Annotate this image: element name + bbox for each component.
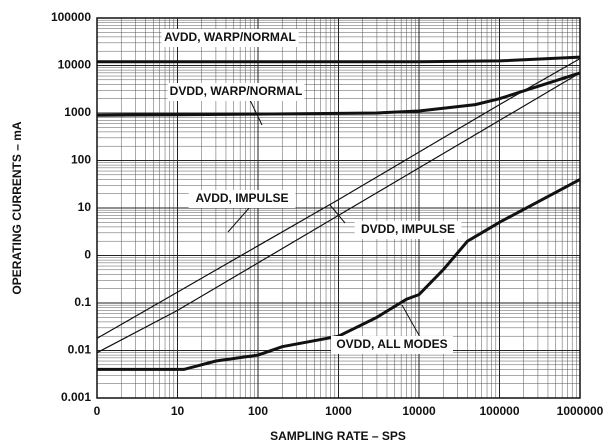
data-line bbox=[97, 178, 581, 371]
y-axis-label: OPERATING CURRENTS – mA bbox=[10, 121, 24, 294]
label-box bbox=[331, 336, 453, 354]
data-line bbox=[97, 55, 581, 64]
leader-line bbox=[249, 99, 263, 126]
x-tick-label: 1000 bbox=[325, 404, 352, 418]
label-box bbox=[354, 221, 462, 239]
label-box bbox=[188, 190, 296, 208]
y-tick-label: 0.001 bbox=[61, 390, 91, 404]
y-tick-label: 10 bbox=[78, 200, 92, 214]
x-tick-label: 0 bbox=[94, 404, 101, 418]
leader-line bbox=[227, 206, 251, 233]
label-box bbox=[161, 29, 299, 47]
x-tick-label: 1000000 bbox=[557, 404, 604, 418]
plot-frame bbox=[96, 17, 581, 399]
x-tick-label: 10 bbox=[171, 404, 185, 418]
x-axis-label: SAMPLING RATE – SPS bbox=[270, 429, 406, 443]
x-tick-label: 100 bbox=[248, 404, 268, 418]
y-tick-label: 10000 bbox=[58, 58, 92, 72]
data-line bbox=[96, 71, 581, 117]
series-label: AVDD, WARP/NORMAL bbox=[164, 30, 296, 44]
y-tick-label: 1000 bbox=[64, 105, 91, 119]
y-tick-label: 100000 bbox=[51, 10, 91, 24]
y-tick-label: 0 bbox=[84, 248, 91, 262]
x-tick-label: 10000 bbox=[402, 404, 436, 418]
series-label: DVDD, WARP/NORMAL bbox=[170, 84, 303, 98]
data-line bbox=[96, 58, 581, 339]
y-tick-label: 0.1 bbox=[74, 295, 91, 309]
leader-line bbox=[401, 304, 421, 338]
leader-line bbox=[329, 204, 346, 224]
y-tick-label: 0.01 bbox=[68, 343, 92, 357]
series-label: OVDD, ALL MODES bbox=[336, 337, 447, 351]
y-tick-label: 100 bbox=[71, 153, 91, 167]
x-tick-label: 100000 bbox=[479, 404, 519, 418]
label-box bbox=[167, 83, 305, 101]
series-label: DVDD, IMPULSE bbox=[361, 222, 455, 236]
series-label: AVDD, IMPULSE bbox=[195, 191, 288, 205]
